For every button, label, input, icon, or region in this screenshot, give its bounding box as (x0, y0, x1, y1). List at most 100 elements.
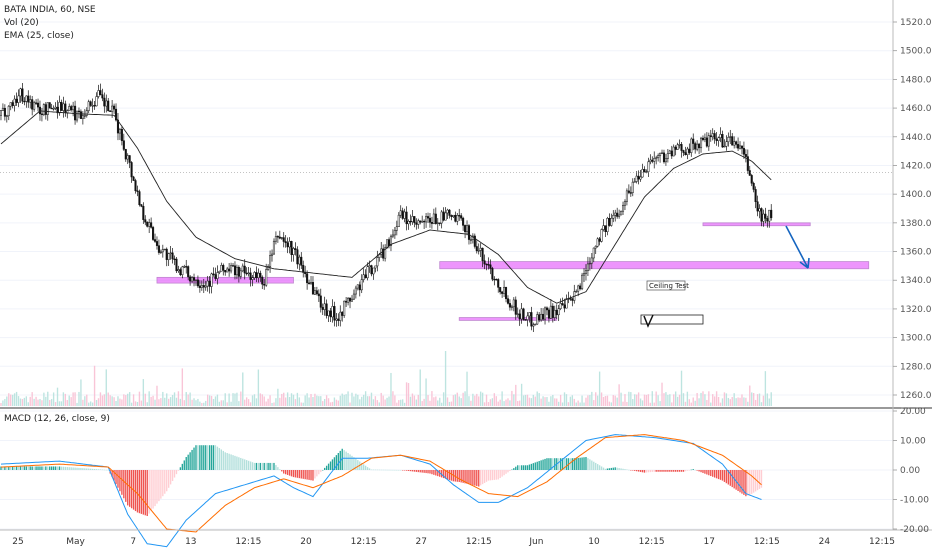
candle-down (222, 265, 225, 271)
macd-histogram-bar (283, 470, 285, 474)
volume-bar (528, 397, 531, 406)
candle-down (103, 97, 106, 107)
candle-up (347, 297, 350, 303)
candle-down (132, 176, 135, 181)
candle-down (173, 258, 176, 260)
macd-histogram-bar (505, 470, 507, 474)
candle-down (155, 241, 159, 246)
macd-histogram-bar (647, 470, 650, 473)
macd-histogram-bar (731, 470, 733, 488)
candle-down (128, 155, 131, 163)
time-tick-label: 7 (130, 537, 136, 547)
macd-histogram-bar (111, 470, 113, 478)
macd-legend[interactable]: MACD (12, 26, close, 9) (4, 414, 110, 424)
candle-up (81, 115, 84, 119)
candle-up (690, 138, 693, 153)
macd-histogram-bar (199, 445, 201, 470)
macd-histogram-bar (236, 456, 238, 470)
macd-histogram-bar (495, 470, 497, 480)
macd-histogram-bar (284, 470, 287, 475)
macd-axis[interactable]: 20.00 10.00 0.00 -10.00 -20.00 (893, 407, 929, 535)
candle-up (210, 273, 213, 287)
volume-bar (148, 391, 150, 406)
candle-up (477, 250, 480, 252)
volume-bar (394, 395, 396, 406)
projection-arrow[interactable] (785, 225, 809, 269)
candle-down (144, 219, 147, 223)
macd-histogram-bar (130, 470, 133, 509)
candle-up (512, 299, 515, 308)
macd-histogram-bar (643, 470, 646, 473)
macd-histogram-bar (347, 453, 349, 470)
volume-bar (238, 401, 240, 406)
macd-histogram-bar (82, 468, 84, 470)
volume-bar (696, 392, 698, 406)
macd-histogram-bar (60, 466, 63, 470)
time-axis[interactable]: 25 May 7 13 12:15 20 12:15 27 12:15 Jun 10 12:15 17 1… (12, 537, 895, 547)
volume-bar (296, 392, 299, 406)
volume-bar (754, 399, 757, 406)
candle-down (744, 154, 747, 157)
volume-bar (49, 399, 51, 406)
macd-histogram-bar (4, 466, 6, 470)
candle-up (719, 134, 722, 138)
macd-histogram-bar (197, 445, 199, 470)
volume-bar (39, 399, 41, 406)
macd-histogram-bar (154, 470, 156, 507)
candle-down (153, 239, 157, 242)
volume-legend[interactable]: Vol (20) (4, 18, 39, 28)
candle-down (187, 266, 190, 278)
volume-bar (602, 396, 605, 406)
volume-bar (573, 398, 575, 406)
macd-histogram-bar (322, 470, 324, 471)
price-axis[interactable]: 1520.00 1500.00 1480.00 1460.00 1440.00 1420.… (893, 18, 932, 401)
candle-up (575, 290, 578, 293)
candle-down (196, 279, 199, 287)
volume-bar (392, 391, 394, 406)
macd-histogram-bar (35, 466, 37, 470)
macd-histogram-bar (173, 470, 176, 478)
volume-bar (255, 398, 258, 406)
candle-down (547, 309, 550, 319)
macd-histogram-bar (179, 467, 182, 470)
candle-down (698, 143, 701, 149)
annotation-box[interactable] (640, 314, 704, 325)
volume-bar (712, 394, 714, 406)
volume-bar (616, 397, 618, 406)
candle-down (522, 308, 525, 320)
ceiling-test-box[interactable] (646, 280, 686, 291)
macd-histogram-bar (635, 470, 638, 472)
macd-histogram-bar (682, 470, 685, 472)
macd-histogram-bar (244, 459, 246, 470)
volume-bar (678, 394, 681, 406)
volume-bar (224, 393, 226, 406)
candle-down (319, 295, 322, 308)
macd-histogram-bar (390, 469, 392, 471)
candle-down (130, 162, 133, 178)
macd-histogram-bar (304, 470, 306, 480)
candle-up (395, 226, 398, 231)
macd-histogram-bar (649, 470, 652, 473)
volume-bar (62, 392, 65, 406)
macd-histogram-bar (127, 470, 129, 506)
volume-bar (127, 393, 129, 406)
volume-bar (626, 401, 628, 406)
volume-bar (107, 392, 109, 406)
volume-bar (622, 401, 624, 406)
volume-bar (84, 396, 86, 406)
volume-bar (663, 393, 665, 406)
candle-up (343, 300, 346, 316)
candle-down (473, 235, 476, 247)
ema-legend[interactable]: EMA (25, close) (4, 31, 74, 41)
candle-down (493, 278, 496, 281)
candle-down (329, 310, 332, 318)
candle-down (504, 287, 508, 299)
macd-histogram-bar (294, 470, 297, 478)
level-band (156, 276, 294, 284)
candle-down (426, 216, 430, 219)
symbol-legend[interactable]: BATA INDIA, 60, NSE (4, 5, 96, 15)
macd-histogram-bar (581, 457, 583, 470)
volume-bar (259, 393, 262, 406)
candle-down (740, 145, 744, 149)
